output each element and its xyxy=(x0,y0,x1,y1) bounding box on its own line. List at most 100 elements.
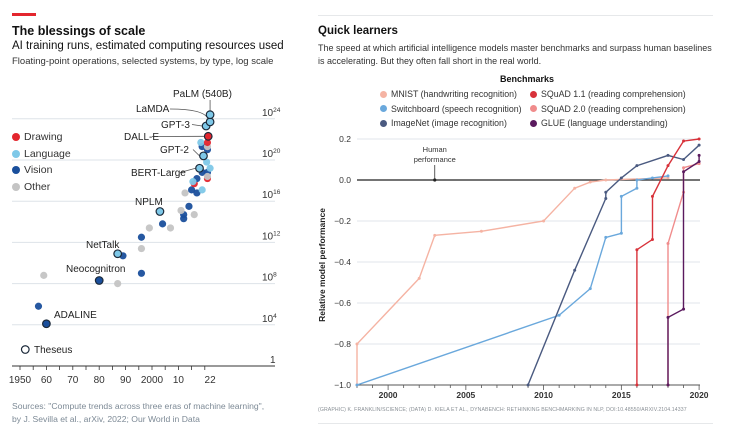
series-point-0 xyxy=(417,276,421,280)
series-point-3 xyxy=(635,248,639,252)
series-point-1 xyxy=(619,231,623,235)
x-tick-label: 60 xyxy=(41,375,53,386)
series-point-3 xyxy=(635,383,639,387)
legend-item: ImageNet (image recognition) xyxy=(380,116,530,131)
point-label: NPLM xyxy=(135,197,163,208)
y-tick-base: 10 xyxy=(262,108,274,119)
y-tick-label: −0.8 xyxy=(334,339,351,349)
x-tick-label: 2015 xyxy=(612,390,631,400)
accent-bar xyxy=(12,13,36,16)
series-point-0 xyxy=(542,219,546,223)
legend-label: Other xyxy=(24,180,51,193)
x-tick-label: 1950 xyxy=(9,375,32,386)
legend-item-vision: Vision xyxy=(12,162,71,179)
right-panel xyxy=(306,0,720,436)
data-point-language-highlighted xyxy=(195,163,204,173)
series-point-0 xyxy=(666,176,670,180)
data-point-other xyxy=(181,189,189,197)
point-label: Theseus xyxy=(34,345,72,356)
series-point-2 xyxy=(682,158,686,161)
series-point-1 xyxy=(619,194,623,198)
legend-item: SQuAD 2.0 (reading comprehension) xyxy=(530,102,730,117)
right-legend: MNIST (handwriting recognition) Switchboa… xyxy=(380,87,730,131)
legend-item-other: Other xyxy=(12,179,71,196)
series-point-0 xyxy=(588,180,592,184)
series-point-2 xyxy=(526,383,530,387)
data-point-other xyxy=(40,271,48,279)
series-point-0 xyxy=(355,342,359,346)
y-tick-label: −1.0 xyxy=(334,380,351,390)
data-point-vision xyxy=(188,186,196,194)
legend-item-language: Language xyxy=(12,146,71,163)
point-label: GPT-2 xyxy=(160,145,189,156)
series-point-1 xyxy=(635,178,639,182)
data-point-other xyxy=(203,172,212,181)
series-point-1 xyxy=(650,176,654,180)
series-point-3 xyxy=(682,139,686,143)
data-point-language xyxy=(197,138,205,147)
series-point-5 xyxy=(697,160,701,164)
series-point-4 xyxy=(666,242,670,246)
legend-label: SQuAD 2.0 (reading comprehension) xyxy=(541,103,686,114)
legend-label: Switchboard (speech recognition) xyxy=(391,103,522,114)
legend-item-drawing: Drawing xyxy=(12,129,71,146)
data-point-language-highlighted xyxy=(155,207,165,216)
y-tick-label: 1020 xyxy=(262,148,281,160)
y-tick-label: 1012 xyxy=(262,230,281,242)
data-point-other xyxy=(177,206,185,215)
series-point-5 xyxy=(682,307,686,311)
legend-item: MNIST (handwriting recognition) xyxy=(380,87,530,102)
data-point-language xyxy=(203,158,211,166)
left-chart-title: The blessings of scale xyxy=(12,24,146,38)
data-point-drawing-highlighted xyxy=(203,131,213,141)
series-line-5 xyxy=(667,155,700,385)
divider xyxy=(318,423,713,424)
data-point-other xyxy=(166,224,175,232)
data-point-vision xyxy=(158,220,167,228)
annotation-text: performance xyxy=(414,155,456,164)
legend-swatch xyxy=(380,90,387,98)
y-tick-label: 1 xyxy=(270,355,276,366)
y-tick-label: 1024 xyxy=(262,107,281,119)
point-label: LaMDA xyxy=(136,104,170,115)
series-point-5 xyxy=(697,153,701,157)
data-point-vision xyxy=(185,202,193,210)
series-point-0 xyxy=(433,233,437,237)
y-tick-base: 10 xyxy=(262,231,274,242)
series-point-2 xyxy=(604,190,608,194)
y-tick-label: 0.0 xyxy=(339,175,351,185)
data-point-other xyxy=(145,224,153,232)
data-point-vision xyxy=(137,233,146,241)
annotation-text: Human xyxy=(423,145,447,154)
right-chart-title: Quick learners xyxy=(318,25,398,37)
y-tick-label: 104 xyxy=(262,313,277,325)
y-tick-exponent: 24 xyxy=(273,107,281,114)
point-label: Neocognitron xyxy=(66,264,125,275)
series-point-1 xyxy=(635,186,639,190)
x-tick-label: 10 xyxy=(173,375,185,386)
data-point-vision xyxy=(34,302,43,310)
x-tick-label: 2005 xyxy=(456,390,475,400)
data-point-vision-highlighted xyxy=(94,276,104,285)
legend-label: ImageNet (image recognition) xyxy=(391,118,507,129)
left-sources: Sources: "Compute trends across three er… xyxy=(12,401,265,424)
y-tick-exponent: 8 xyxy=(273,272,277,279)
annotation-marker xyxy=(433,178,437,182)
y-tick-exponent: 12 xyxy=(273,230,281,237)
series-point-1 xyxy=(604,235,608,239)
legend-swatch xyxy=(380,119,387,127)
legend-swatch xyxy=(12,182,20,191)
series-point-5 xyxy=(666,315,670,319)
y-tick-label: 108 xyxy=(262,272,277,284)
series-point-2 xyxy=(604,196,608,200)
x-tick-label: 22 xyxy=(205,375,217,386)
series-point-1 xyxy=(557,313,561,317)
x-tick-label: 90 xyxy=(120,375,132,386)
point-label: BERT-Large xyxy=(131,168,186,179)
legend-label: Language xyxy=(24,147,71,160)
series-point-0 xyxy=(479,229,483,233)
series-point-1 xyxy=(588,287,592,291)
legend-item: SQuAD 1.1 (reading comprehension) xyxy=(530,87,730,102)
x-tick-label: 2020 xyxy=(690,390,709,400)
